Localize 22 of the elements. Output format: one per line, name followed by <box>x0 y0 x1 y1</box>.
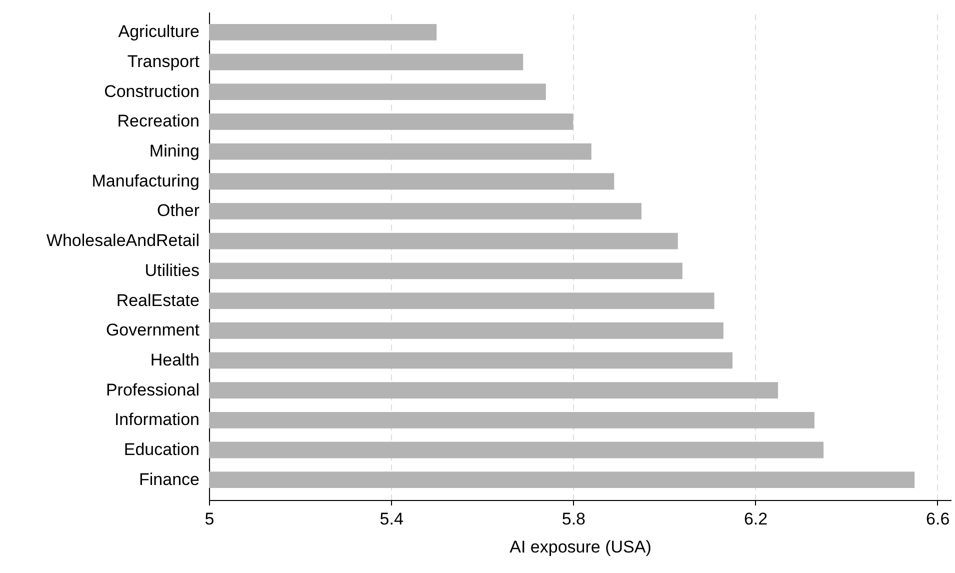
y-tick-label: Manufacturing <box>92 171 200 190</box>
y-tick-label: Health <box>150 350 200 370</box>
y-tick-label: Construction <box>104 82 200 101</box>
y-tick-label: Government <box>106 320 200 340</box>
y-tick-label: Finance <box>139 470 200 489</box>
y-tick-label: RealEstate <box>116 290 200 310</box>
y-tick-label: Other <box>156 201 200 220</box>
y-tick-label: Education <box>124 440 200 460</box>
y-tick-label: Professional <box>106 380 200 400</box>
x-tick-label: 5.8 <box>562 510 586 528</box>
y-tick-label: Recreation <box>117 112 200 131</box>
y-tick-label: Mining <box>149 142 200 161</box>
x-tick-label: 5 <box>204 510 214 528</box>
y-tick-label: Information <box>114 410 200 430</box>
x-tick-label: 6.6 <box>926 510 950 528</box>
y-tick-label: Agriculture <box>118 22 200 42</box>
y-tick-label: Transport <box>127 52 200 71</box>
x-axis-title: AI exposure (USA) <box>510 538 652 556</box>
x-tick-label: 6.2 <box>744 510 768 528</box>
y-tick-label: WholesaleAndRetail <box>46 231 200 250</box>
y-tick-label: Utilities <box>144 260 200 280</box>
x-tick-label: 5.4 <box>380 510 404 528</box>
